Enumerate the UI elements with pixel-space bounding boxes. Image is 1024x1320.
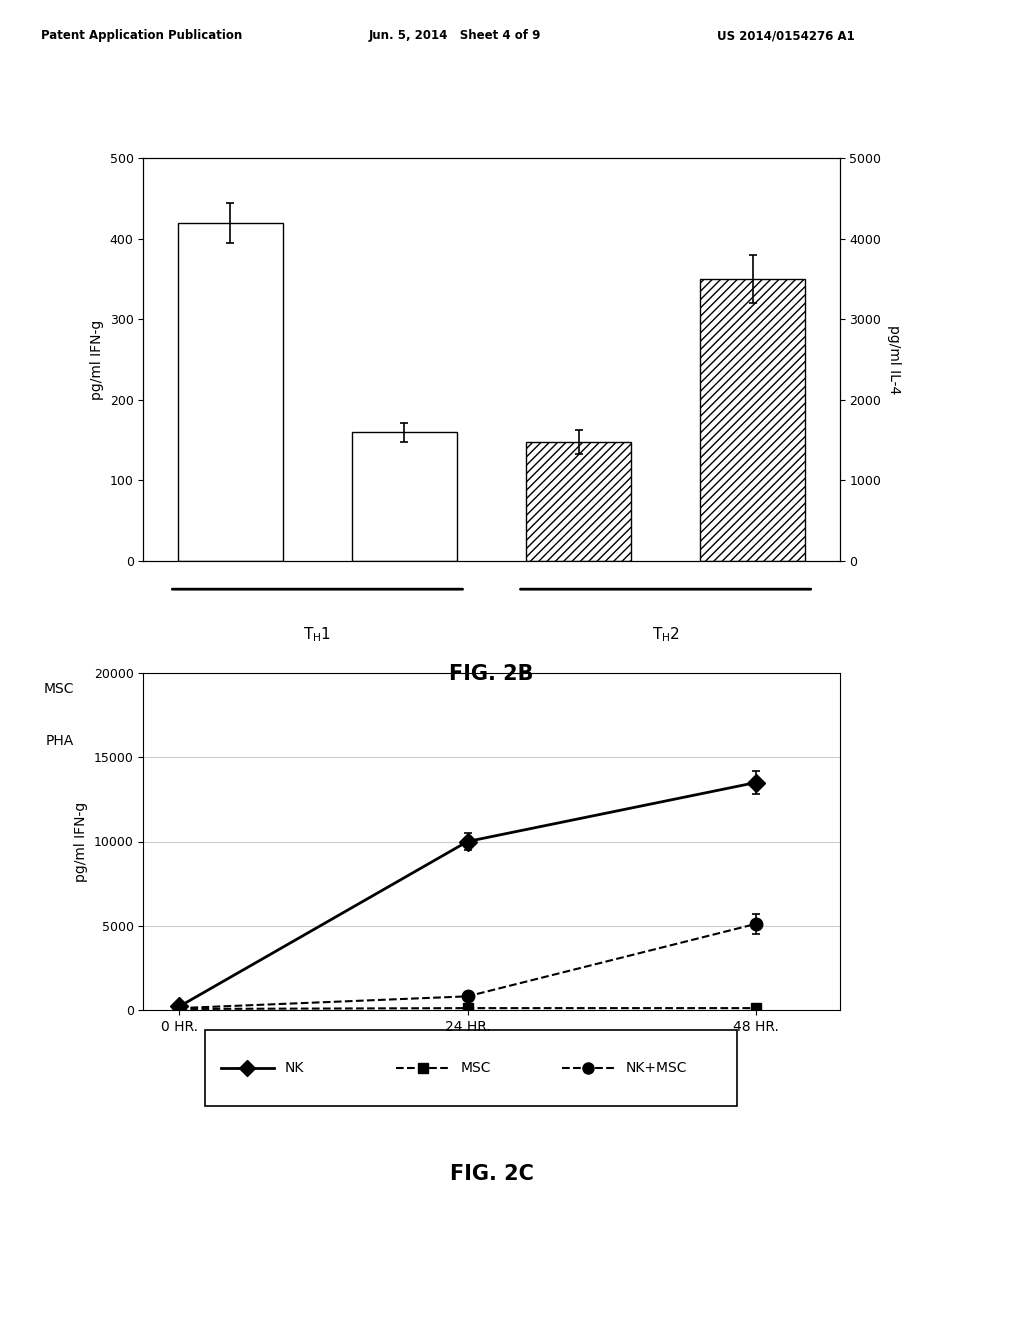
Text: +: + <box>224 734 237 748</box>
Text: –: – <box>575 682 582 696</box>
Text: NK: NK <box>285 1061 304 1074</box>
Y-axis label: pg/ml IFN-g: pg/ml IFN-g <box>90 319 104 400</box>
Text: PHA: PHA <box>45 734 74 748</box>
Y-axis label: pg/ml IL-4: pg/ml IL-4 <box>887 325 901 395</box>
Text: MSC: MSC <box>43 682 74 696</box>
Text: US 2014/0154276 A1: US 2014/0154276 A1 <box>717 29 855 42</box>
Text: MSC: MSC <box>461 1061 490 1074</box>
Text: –: – <box>227 682 233 696</box>
Text: $\mathrm{T_H}$2: $\mathrm{T_H}$2 <box>651 626 680 644</box>
Text: +: + <box>572 734 585 748</box>
Text: FIG. 2C: FIG. 2C <box>450 1164 534 1184</box>
Text: Patent Application Publication: Patent Application Publication <box>41 29 243 42</box>
Text: NK+MSC: NK+MSC <box>626 1061 687 1074</box>
Text: +: + <box>398 734 411 748</box>
Text: +: + <box>746 734 759 748</box>
Bar <box>526 442 631 561</box>
Bar <box>700 280 805 561</box>
Text: +: + <box>398 682 411 696</box>
Bar <box>352 432 457 561</box>
Text: +: + <box>746 682 759 696</box>
Text: Jun. 5, 2014   Sheet 4 of 9: Jun. 5, 2014 Sheet 4 of 9 <box>369 29 541 42</box>
Y-axis label: pg/ml IFN-g: pg/ml IFN-g <box>74 801 88 882</box>
Text: FIG. 2B: FIG. 2B <box>450 664 534 684</box>
Text: $\mathrm{T_H}$1: $\mathrm{T_H}$1 <box>303 626 332 644</box>
Bar <box>178 223 283 561</box>
